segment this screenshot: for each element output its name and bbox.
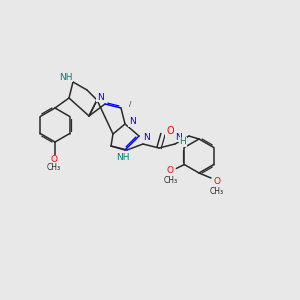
Text: O: O: [167, 166, 174, 175]
Text: H: H: [180, 137, 186, 146]
Text: CH₃: CH₃: [210, 187, 224, 196]
Text: N: N: [97, 92, 104, 101]
Text: CH₃: CH₃: [163, 176, 177, 185]
Text: N: N: [129, 118, 135, 127]
Text: CH₃: CH₃: [47, 163, 61, 172]
Text: N: N: [175, 133, 182, 142]
Text: O: O: [214, 176, 220, 185]
Text: NH: NH: [59, 73, 73, 82]
Text: /: /: [129, 101, 131, 107]
Text: O: O: [50, 155, 58, 164]
Text: NH: NH: [116, 154, 130, 163]
Text: N: N: [142, 134, 149, 142]
Text: O: O: [166, 126, 174, 136]
